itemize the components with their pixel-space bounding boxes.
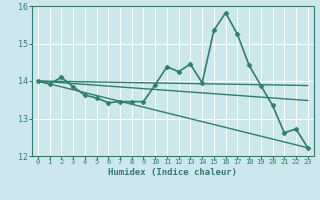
- X-axis label: Humidex (Indice chaleur): Humidex (Indice chaleur): [108, 168, 237, 177]
